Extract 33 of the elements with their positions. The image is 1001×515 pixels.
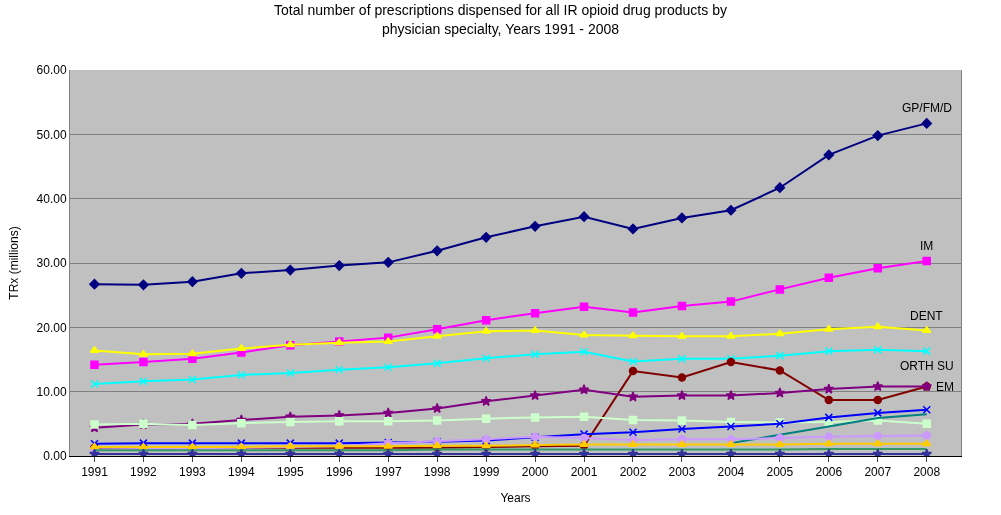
- y-tick-label: 50.00: [36, 127, 67, 142]
- y-tick-label: 10.00: [36, 384, 67, 399]
- x-tick-label: 1993: [179, 465, 207, 480]
- series-label: IM: [920, 239, 934, 253]
- x-tick-label: 2005: [766, 465, 794, 480]
- x-tick-label: 1997: [374, 465, 402, 480]
- x-tick-label: 2000: [521, 465, 549, 480]
- x-tick-label: 2007: [864, 465, 892, 480]
- x-tick-label: 2001: [570, 465, 598, 480]
- x-tick-label: 2008: [913, 465, 941, 480]
- x-tick-label: 1994: [228, 465, 256, 480]
- series-label: GP/FM/D: [902, 101, 953, 115]
- x-tick-label: 1998: [423, 465, 451, 480]
- series-label: ORTH SU: [900, 359, 954, 373]
- x-tick-label: 1992: [130, 465, 158, 480]
- x-tick-label: 2002: [619, 465, 647, 480]
- x-axis-title: Years: [500, 491, 531, 506]
- y-axis-title: TRx (millions): [6, 226, 21, 300]
- x-tick-label: 1999: [472, 465, 500, 480]
- x-tick-label: 2006: [815, 465, 843, 480]
- chart-title: Total number of prescriptions dispensed for all IR opioid drug products by physician specialty, Years 1991 - 2008: [274, 2, 727, 37]
- series-label: EM: [936, 380, 954, 394]
- x-tick-label: 1996: [325, 465, 353, 480]
- y-tick-label: 30.00: [36, 256, 67, 271]
- x-tick-label: 2004: [717, 465, 745, 480]
- x-tick-label: 2003: [668, 465, 696, 480]
- y-tick-label: 60.00: [36, 63, 67, 78]
- y-tick-label: 20.00: [36, 320, 67, 335]
- y-tick-label: 0.00: [43, 449, 67, 464]
- x-tick-label: 1995: [276, 465, 304, 480]
- x-tick-label: 1991: [81, 465, 109, 480]
- y-tick-label: 40.00: [36, 191, 67, 206]
- series-label: DENT: [910, 309, 944, 323]
